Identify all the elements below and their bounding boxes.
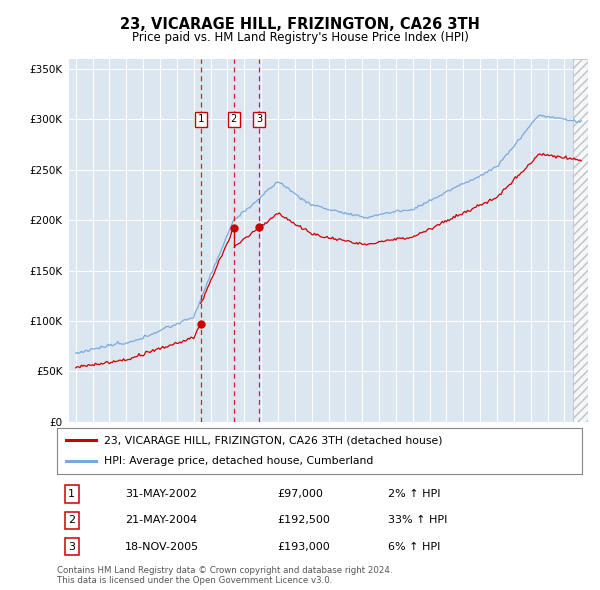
Text: 1: 1: [197, 114, 204, 124]
Text: 6% ↑ HPI: 6% ↑ HPI: [388, 542, 440, 552]
Text: 1: 1: [68, 489, 75, 499]
Text: 31-MAY-2002: 31-MAY-2002: [125, 489, 197, 499]
Text: Contains HM Land Registry data © Crown copyright and database right 2024.: Contains HM Land Registry data © Crown c…: [57, 566, 392, 575]
Text: Price paid vs. HM Land Registry's House Price Index (HPI): Price paid vs. HM Land Registry's House …: [131, 31, 469, 44]
Text: 3: 3: [68, 542, 75, 552]
Text: 23, VICARAGE HILL, FRIZINGTON, CA26 3TH: 23, VICARAGE HILL, FRIZINGTON, CA26 3TH: [120, 17, 480, 31]
Text: £97,000: £97,000: [277, 489, 323, 499]
Text: 33% ↑ HPI: 33% ↑ HPI: [388, 516, 447, 525]
Text: HPI: Average price, detached house, Cumberland: HPI: Average price, detached house, Cumb…: [104, 456, 374, 466]
Text: 2% ↑ HPI: 2% ↑ HPI: [388, 489, 440, 499]
Text: £192,500: £192,500: [277, 516, 331, 525]
Text: 23, VICARAGE HILL, FRIZINGTON, CA26 3TH (detached house): 23, VICARAGE HILL, FRIZINGTON, CA26 3TH …: [104, 435, 443, 445]
Text: 3: 3: [256, 114, 262, 124]
Text: This data is licensed under the Open Government Licence v3.0.: This data is licensed under the Open Gov…: [57, 576, 332, 585]
Text: 21-MAY-2004: 21-MAY-2004: [125, 516, 197, 525]
Text: 2: 2: [230, 114, 237, 124]
Text: 2: 2: [68, 516, 75, 525]
Text: 18-NOV-2005: 18-NOV-2005: [125, 542, 199, 552]
Bar: [573, 59, 588, 422]
Text: £193,000: £193,000: [277, 542, 330, 552]
